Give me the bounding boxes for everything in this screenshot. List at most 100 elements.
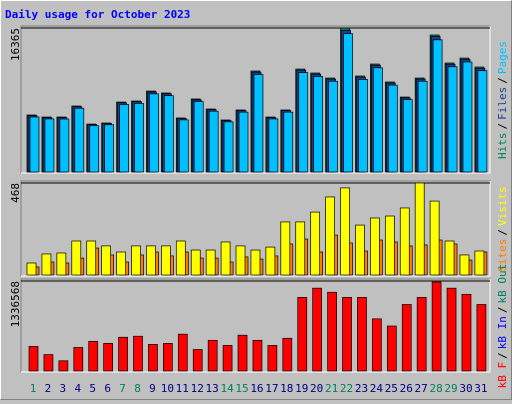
- x-tick-label: 24: [370, 382, 384, 395]
- x-tick-label: 30: [459, 382, 472, 395]
- bar: [386, 325, 397, 372]
- legend: Hits / Files / Pages: [496, 41, 509, 159]
- bar: [208, 110, 219, 173]
- x-tick-label: 16: [250, 382, 263, 395]
- bar: [399, 207, 410, 276]
- bar: [414, 182, 425, 276]
- bar: [192, 349, 203, 372]
- bar: [459, 254, 470, 276]
- bar: [222, 345, 233, 372]
- legend-entry: kB F: [496, 362, 509, 389]
- x-tick-label: 6: [104, 382, 111, 395]
- bar: [119, 104, 129, 173]
- bar: [103, 343, 114, 372]
- bar: [223, 121, 234, 173]
- x-tick-label: 9: [149, 382, 156, 395]
- bar: [373, 67, 383, 173]
- bar: [280, 221, 291, 276]
- x-tick-label: 21: [325, 382, 338, 395]
- panel-edge: [21, 26, 491, 174]
- bar: [41, 253, 52, 276]
- bar: [71, 240, 82, 276]
- bar: [163, 343, 173, 372]
- bar: [220, 241, 231, 276]
- x-tick-label: 10: [161, 382, 174, 395]
- bar: [190, 249, 201, 276]
- bar: [476, 304, 487, 372]
- bar: [313, 76, 324, 173]
- bar: [178, 119, 189, 173]
- bar: [59, 118, 70, 173]
- legend-entry: Visits: [496, 186, 509, 226]
- bar: [133, 335, 143, 372]
- x-tick-label: 19: [295, 382, 308, 395]
- bar: [89, 125, 100, 173]
- panel-edge: [21, 181, 491, 277]
- x-tick-label: 8: [134, 382, 141, 395]
- bar: [312, 287, 323, 372]
- x-tick-label: 12: [191, 382, 204, 395]
- bar: [343, 33, 353, 173]
- bar: [295, 221, 306, 276]
- bar: [387, 84, 398, 173]
- x-tick-label: 7: [119, 382, 126, 395]
- legend: kB F / kB In / kB Out: [496, 264, 509, 389]
- legend-separator: /: [496, 123, 509, 130]
- bar: [446, 287, 457, 372]
- bar: [101, 245, 112, 276]
- bar: [43, 354, 54, 372]
- x-tick-label: 15: [235, 382, 248, 395]
- legend-separator: /: [496, 352, 509, 359]
- bar: [73, 347, 84, 372]
- x-tick-label: 22: [340, 382, 353, 395]
- panel-edge: [21, 279, 491, 373]
- bar: [29, 116, 40, 173]
- bar: [417, 80, 428, 173]
- bar: [149, 93, 159, 173]
- x-tick-label: 28: [429, 382, 442, 395]
- bar: [282, 337, 293, 372]
- x-tick-label: 5: [89, 382, 96, 395]
- legend: Sites / Visits: [496, 186, 509, 272]
- bar: [342, 297, 352, 372]
- bar: [58, 360, 69, 372]
- bar: [131, 245, 141, 276]
- legend-entry: Hits: [496, 133, 509, 160]
- y-tick-label: 468: [9, 183, 22, 203]
- x-tick-label: 17: [265, 382, 278, 395]
- bar: [238, 111, 249, 173]
- bar: [477, 70, 488, 173]
- bar: [134, 103, 144, 173]
- legend-entry: kB In: [496, 316, 509, 349]
- legend-separator: /: [496, 306, 509, 313]
- y-tick-label: 16365: [9, 28, 22, 61]
- bar: [327, 291, 337, 372]
- bar: [253, 74, 264, 173]
- bar: [447, 66, 458, 173]
- bar: [56, 252, 67, 276]
- bar: [28, 346, 39, 372]
- bar: [74, 107, 85, 173]
- bar: [164, 95, 174, 173]
- bar: [402, 99, 413, 173]
- bar: [298, 72, 309, 173]
- bar: [104, 124, 115, 173]
- x-tick-label: 25: [385, 382, 398, 395]
- bar: [416, 297, 427, 372]
- bar: [325, 196, 335, 276]
- bar: [267, 345, 278, 372]
- x-tick-label: 4: [74, 382, 81, 395]
- legend-entry: Pages: [496, 41, 509, 74]
- x-tick-label: 2: [45, 382, 52, 395]
- x-tick-label: 11: [176, 382, 189, 395]
- x-tick-label: 3: [60, 382, 67, 395]
- bar: [431, 281, 442, 372]
- bar: [44, 118, 55, 173]
- bar: [283, 111, 294, 173]
- bar: [88, 340, 99, 372]
- bar: [297, 297, 308, 372]
- bar: [429, 200, 440, 276]
